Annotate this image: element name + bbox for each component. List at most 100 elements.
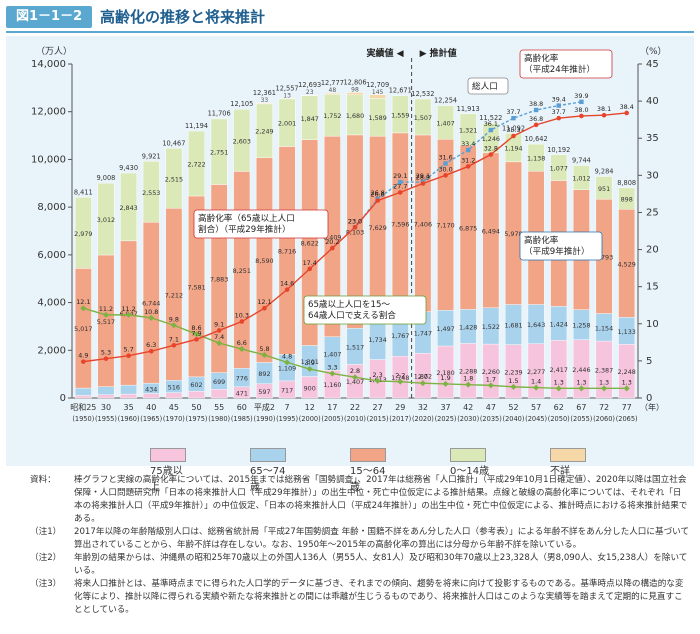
bar-segment-0-14 bbox=[459, 113, 477, 146]
bar-segment-label: 2,446 bbox=[572, 366, 590, 374]
series-point bbox=[216, 328, 222, 333]
annotation-support-ratio-box bbox=[303, 295, 427, 325]
series-point-label: 3.3 bbox=[327, 364, 337, 372]
bar-total-label: 10,192 bbox=[547, 146, 570, 154]
bar-segment-label: 1,507 bbox=[414, 114, 432, 122]
bar-segment-label: 1,407 bbox=[436, 119, 454, 127]
series-point-label: 1.8 bbox=[463, 375, 473, 383]
series-point bbox=[579, 99, 584, 105]
y-tick-label-right: 45 bbox=[646, 59, 659, 70]
bar-segment-0-14 bbox=[74, 197, 92, 269]
annotation-rate-2012-text: 高齢化率 bbox=[524, 52, 559, 64]
x-tick-label: 50 bbox=[191, 403, 201, 412]
bar-segment-0-14 bbox=[97, 182, 115, 256]
series-point bbox=[443, 161, 448, 166]
x-tick-sublabel: (2020) bbox=[412, 415, 434, 423]
bar-total-label: 12,777 bbox=[321, 79, 344, 87]
bar-segment-label: 1,767 bbox=[391, 332, 409, 340]
series-point-label: 39.4 bbox=[552, 96, 566, 104]
legend-item-65-74: 65～74歳 bbox=[250, 448, 290, 493]
series-point-label: 1.4 bbox=[531, 378, 541, 386]
x-tick-sublabel: (1980) bbox=[208, 415, 230, 423]
x-tick-label: 47 bbox=[486, 403, 496, 412]
bar-segment-label: 145 bbox=[372, 89, 384, 96]
legend-label: 0～14歳 bbox=[450, 466, 490, 477]
series-point bbox=[397, 378, 404, 385]
x-tick-sublabel: (1995) bbox=[276, 415, 298, 423]
series-point bbox=[555, 385, 562, 392]
bar-segment-label: 2,979 bbox=[74, 230, 92, 238]
series-point-label: 11.2 bbox=[121, 305, 135, 313]
bar-segment-label: 951 bbox=[598, 185, 610, 193]
series-point-label: 32.8 bbox=[484, 145, 498, 153]
bar-segment-label: 1,246 bbox=[482, 135, 500, 143]
bar-segment-75plus bbox=[210, 389, 228, 399]
series-point bbox=[556, 103, 561, 108]
series-point bbox=[624, 110, 629, 116]
bar-segment-unknown bbox=[278, 98, 296, 100]
y-axis-unit-right: （%） bbox=[640, 46, 667, 57]
series-point-label: 38.0 bbox=[574, 106, 588, 114]
bar-segment-label: 1,424 bbox=[550, 320, 568, 328]
bar-segment-label: 1,133 bbox=[618, 328, 636, 336]
y-tick-label-left: 6,000 bbox=[37, 250, 66, 261]
bar-segment-label: 7,883 bbox=[210, 276, 228, 284]
series-point-label: 28.9 bbox=[416, 173, 430, 181]
notes-block: 資料： 棒グラフと実線の高齢化率については、2015年までは総務省「国勢調査」、2… bbox=[30, 474, 690, 617]
series-point bbox=[148, 314, 155, 321]
bar-segment-label: 2,180 bbox=[436, 369, 454, 377]
bar-segment-label: 2,277 bbox=[527, 368, 545, 376]
series-point-label: 6.6 bbox=[237, 339, 247, 347]
series-point-label: 23.0 bbox=[348, 217, 362, 225]
bar-total-label: 10,467 bbox=[162, 139, 185, 147]
x-tick-label: 40 bbox=[146, 403, 156, 412]
x-tick-label: 35 bbox=[124, 403, 134, 412]
legend-swatch bbox=[550, 448, 586, 462]
x-tick-label: 77 bbox=[622, 403, 632, 412]
bar-total-label: 12,709 bbox=[366, 81, 389, 89]
series-point bbox=[238, 346, 245, 353]
note-2: （注2） 年齢別の結果からは、沖縄県の昭和25年70歳以上の外国人136人（男55… bbox=[30, 552, 690, 578]
series-point bbox=[420, 181, 426, 186]
bar-segment-75plus bbox=[188, 391, 205, 399]
bar-segment-label: 33 bbox=[261, 97, 269, 104]
bar-segment-label: 8,590 bbox=[255, 257, 273, 265]
bar-segment-label: 1,872 bbox=[414, 373, 432, 381]
series-point bbox=[171, 343, 177, 348]
bar-segment-65-74 bbox=[74, 387, 92, 396]
series-point-label: 5.8 bbox=[259, 345, 269, 353]
series-point-label: 5.3 bbox=[101, 349, 111, 357]
bar-segment-label: 1,748 bbox=[391, 374, 409, 382]
bar-segment-label: 1,589 bbox=[368, 114, 386, 122]
bar-segment-label: 1,847 bbox=[301, 115, 319, 123]
series-point-label: 10.3 bbox=[235, 312, 249, 320]
annotation-support-ratio-text: 65歳以上人口を15～ bbox=[308, 298, 390, 310]
bar-segment-label: 8,716 bbox=[278, 247, 296, 255]
series-point-label: 39.9 bbox=[574, 92, 588, 100]
annotation-rate-2012-text: （平成24年推計） bbox=[524, 63, 595, 75]
x-tick-sublabel: (2010) bbox=[344, 415, 366, 423]
x-tick-sublabel: (1950) bbox=[72, 415, 94, 423]
bar-segment-75plus bbox=[120, 393, 137, 399]
x-tick-sublabel: (1985) bbox=[231, 415, 253, 423]
bar-segment-unknown bbox=[346, 92, 364, 96]
bar-segment-label: 1,497 bbox=[436, 325, 454, 333]
bar-segment-label: 2,751 bbox=[210, 149, 228, 157]
bar-segment-label: 7,170 bbox=[436, 222, 454, 230]
bar-segment-label: 6,875 bbox=[459, 224, 477, 232]
series-point bbox=[488, 127, 494, 133]
bar-total-label: 9,284 bbox=[595, 168, 614, 176]
actual-label: 実績値 ◀ bbox=[367, 47, 404, 59]
bar-segment-unknown bbox=[301, 94, 319, 96]
x-tick-sublabel: (2005) bbox=[321, 415, 343, 423]
bar-segment-label: 1,752 bbox=[323, 112, 341, 120]
bar-segment-label: 2,387 bbox=[595, 367, 613, 375]
x-tick-label: 17 bbox=[327, 403, 337, 412]
legend-item-0-14: 0～14歳 bbox=[450, 448, 490, 477]
series-point-label: 37.7 bbox=[506, 108, 520, 116]
x-tick-label: 昭和25 bbox=[70, 403, 96, 412]
series-point-label: 2.8 bbox=[350, 367, 360, 375]
annotation-rate-2017-text: 割合）（平成29年推計） bbox=[198, 223, 291, 235]
legend-label: 不詳 bbox=[550, 466, 570, 477]
bar-segment-label: 1,160 bbox=[323, 381, 341, 389]
